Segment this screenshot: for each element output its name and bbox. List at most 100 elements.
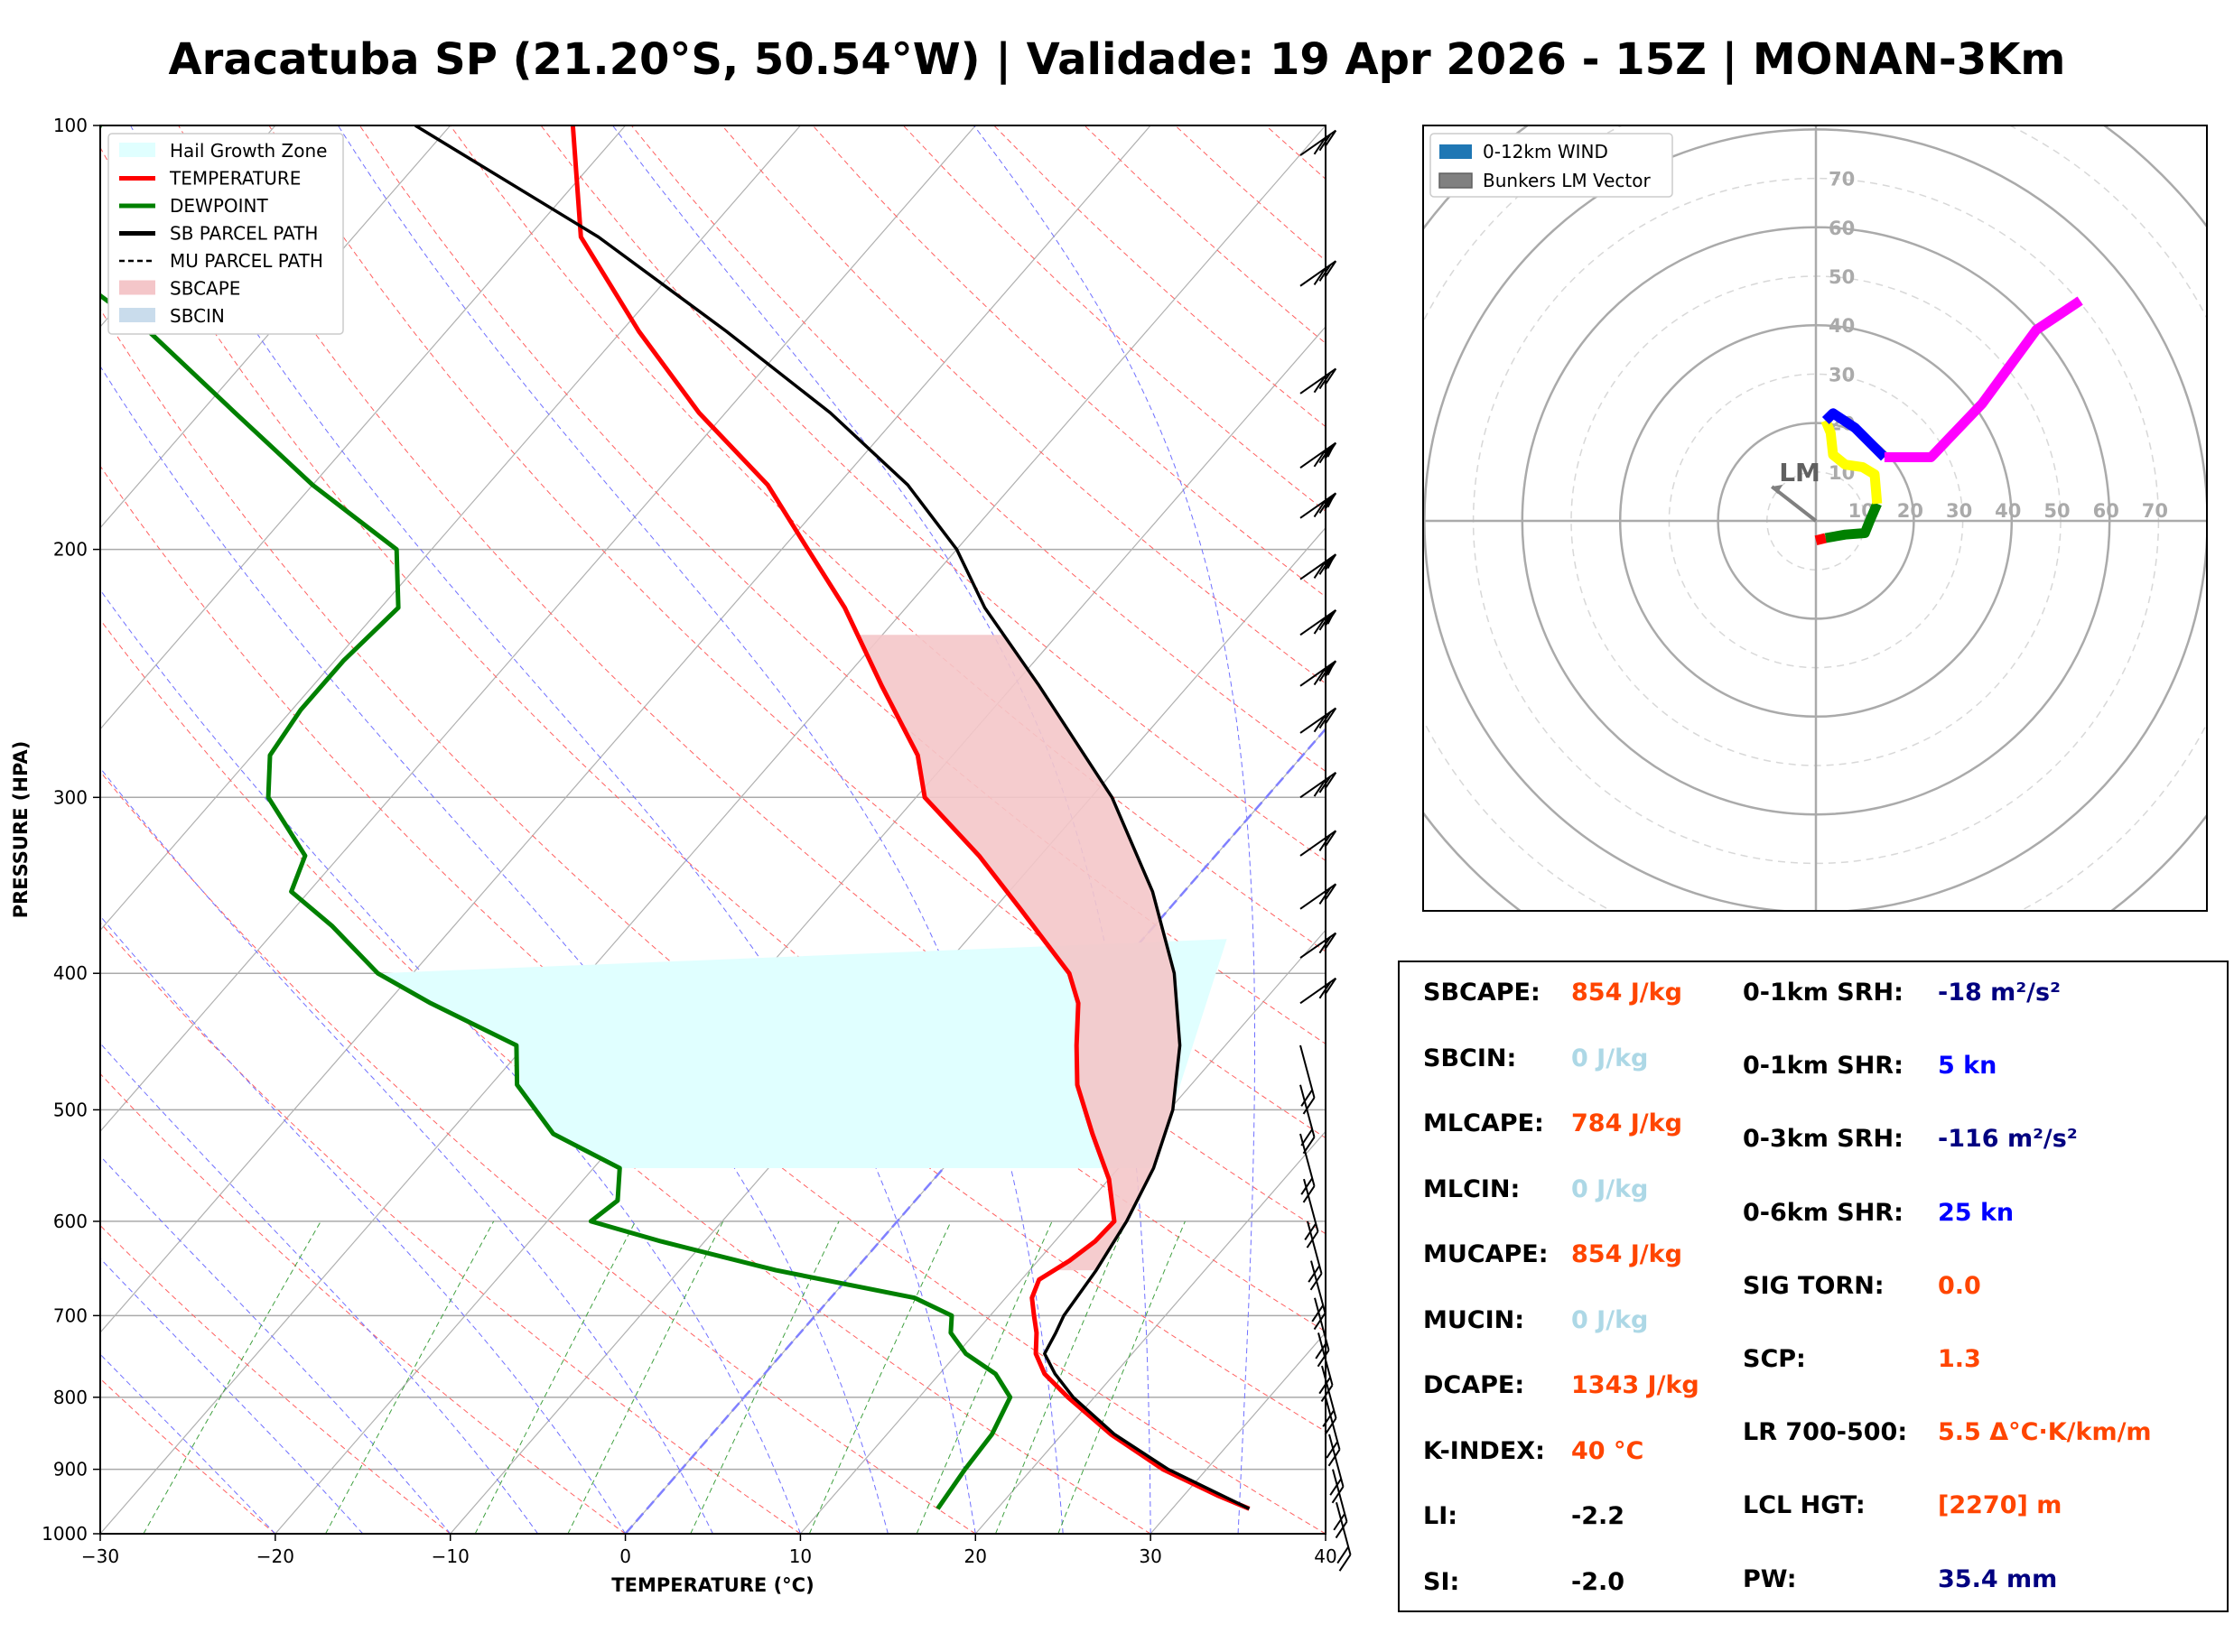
skewt-legend-box xyxy=(107,133,344,335)
isotherm xyxy=(100,125,976,1133)
stat-row: LI: -2.2 xyxy=(1423,1502,1624,1530)
wind-barb-flag xyxy=(1300,1089,1314,1107)
wind-barb-flag xyxy=(1329,1478,1343,1496)
wind-barb xyxy=(1299,1133,1316,1187)
wind-barb-flag xyxy=(1318,1377,1332,1395)
wind-barb-flag xyxy=(1313,267,1326,286)
wind-barb-flag xyxy=(1324,830,1337,848)
isotherm xyxy=(100,125,627,730)
stat-row: LCL HGT: [2270] m xyxy=(1743,1491,2062,1520)
legend-swatch xyxy=(119,308,155,322)
stat-row: MLCIN: 0 J/kg xyxy=(1423,1174,1648,1203)
stat-row: MUCIN: 0 J/kg xyxy=(1423,1306,1648,1334)
stat-value: 1.3 xyxy=(1938,1345,1981,1373)
wind-barb-flag xyxy=(1324,932,1337,951)
stat-value: 5.5 Δ°C·K/km/m xyxy=(1938,1418,2152,1447)
p-tick-label: 400 xyxy=(53,962,88,984)
wind-barb-flag xyxy=(1324,707,1337,725)
series-sb-parcel-path xyxy=(414,125,1251,1510)
isotherm xyxy=(100,125,451,529)
stat-row: LR 700-500: 5.5 Δ°C·K/km/m xyxy=(1743,1418,2152,1446)
moist-adiabat xyxy=(100,767,713,1534)
stat-label: MUCAPE: xyxy=(1423,1240,1549,1268)
wind-barb-flag xyxy=(1324,1417,1337,1435)
stat-row: 0-1km SRH: -18 m²/s² xyxy=(1743,979,2061,1007)
moist-adiabat xyxy=(973,125,1255,1534)
stat-value: -2.0 xyxy=(1571,1567,1625,1596)
mixing-ratio-line xyxy=(474,1220,637,1534)
wind-barb-flag xyxy=(1324,883,1337,901)
stat-label: 0-1km SRH: xyxy=(1743,979,1904,1007)
stat-value: 0 J/kg xyxy=(1571,1305,1649,1334)
wind-barb-flag xyxy=(1318,981,1332,999)
t-tick-label: 10 xyxy=(789,1545,812,1567)
wind-barb-flag xyxy=(1313,617,1326,635)
stat-label: SCP: xyxy=(1743,1345,1806,1373)
mixing-ratio-line xyxy=(567,1220,724,1534)
wind-barb-flag xyxy=(1318,886,1332,905)
mixing-ratio-line xyxy=(916,1220,1053,1534)
dry-adiabat xyxy=(100,1224,451,1534)
legend-label: SBCIN xyxy=(170,305,225,327)
wind-barb-flag xyxy=(1333,1513,1346,1531)
dry-adiabat xyxy=(100,1072,626,1534)
wind-barb-flag xyxy=(1318,775,1332,794)
stat-label: SBCIN: xyxy=(1423,1044,1517,1072)
wind-barb-flag xyxy=(1313,1313,1326,1331)
wind-barb-pennant xyxy=(1323,442,1336,458)
wind-barb-flag xyxy=(1331,1486,1345,1504)
mixing-ratio-line xyxy=(690,1220,840,1534)
mixing-ratio-line xyxy=(143,1220,321,1534)
wind-barb xyxy=(1321,1365,1337,1419)
wind-barb-pennant xyxy=(1323,661,1336,676)
chart-title: Aracatuba SP (21.20°S, 50.54°W) | Valida… xyxy=(168,34,2066,85)
wind-barb-flag xyxy=(1300,1177,1314,1195)
stat-label: SBCAPE: xyxy=(1423,979,1541,1007)
wind-barb-flag xyxy=(1324,260,1337,278)
sbcape-area xyxy=(857,635,1180,1271)
wind-barb-flag xyxy=(1326,1441,1339,1459)
stat-row: MUCAPE: 854 J/kg xyxy=(1423,1240,1682,1268)
stat-row: SCP: 1.3 xyxy=(1743,1345,1981,1373)
dry-adiabat xyxy=(100,1378,276,1534)
wind-barb-flag xyxy=(1302,1097,1316,1115)
isotherm xyxy=(275,325,1326,1534)
t-tick-label: 30 xyxy=(1139,1545,1161,1567)
stat-value: [2270] m xyxy=(1938,1491,2062,1520)
stat-row: DCAPE: 1343 J/kg xyxy=(1423,1371,1699,1399)
wind-barb xyxy=(1325,1397,1341,1451)
p-tick-label: 1000 xyxy=(42,1523,88,1545)
freezing-isotherm xyxy=(624,727,1326,1534)
wind-barb-flag xyxy=(1318,936,1332,954)
stat-value: 35.4 mm xyxy=(1938,1564,2058,1593)
mixing-ratio-line xyxy=(1057,1220,1186,1534)
stat-label: MLCIN: xyxy=(1423,1174,1521,1203)
stat-value: 854 J/kg xyxy=(1571,979,1682,1007)
wind-barb xyxy=(1332,1469,1348,1522)
stat-label: 0-1km SHR: xyxy=(1743,1052,1904,1081)
stat-value: 40 °C xyxy=(1571,1436,1644,1465)
legend-label: DEWPOINT xyxy=(170,195,268,217)
stat-label: SIG TORN: xyxy=(1743,1271,1885,1300)
p-tick-label: 100 xyxy=(53,115,88,136)
dry-adiabat xyxy=(268,125,1326,1139)
moist-adiabat xyxy=(100,1042,539,1534)
stat-value: 5 kn xyxy=(1938,1052,1997,1081)
wind-barb-flag xyxy=(1318,134,1332,152)
wind-barb-flag xyxy=(1338,1554,1352,1572)
stat-row: SBCIN: 0 J/kg xyxy=(1423,1044,1648,1072)
wind-barb-flag xyxy=(1313,500,1326,518)
stat-row: SI: -2.0 xyxy=(1423,1568,1624,1596)
wind-barb-flag xyxy=(1324,129,1337,148)
wind-barb-flag xyxy=(1318,833,1332,852)
stat-label: LCL HGT: xyxy=(1743,1491,1866,1520)
t-tick-label: 20 xyxy=(964,1545,987,1567)
wind-barb-flag xyxy=(1318,710,1332,729)
stat-row: 0-3km SRH: -116 m²/s² xyxy=(1743,1125,2078,1153)
p-tick-label: 300 xyxy=(53,786,88,808)
hail-growth-zone xyxy=(377,939,1227,1168)
stat-value: -18 m²/s² xyxy=(1938,979,2061,1007)
stat-label: LI: xyxy=(1423,1502,1458,1530)
wind-barb-flag xyxy=(1313,450,1326,468)
